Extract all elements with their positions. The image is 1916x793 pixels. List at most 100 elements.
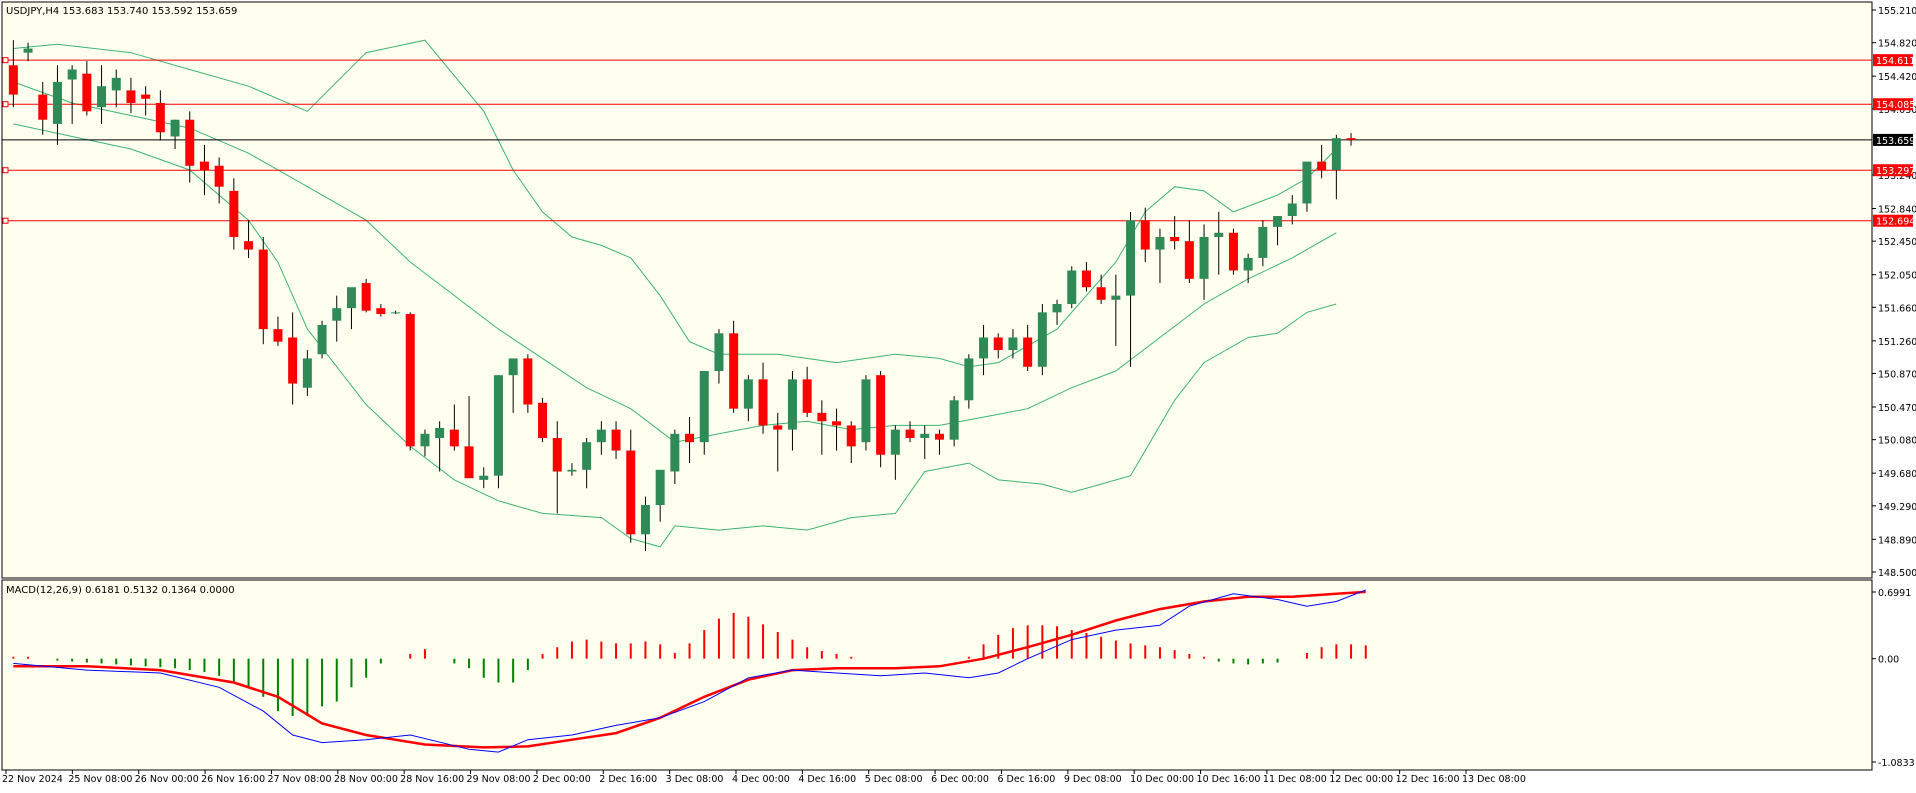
candle-body [1170, 236, 1180, 242]
candle [361, 278, 371, 313]
time-tick-label: 29 Nov 08:00 [467, 774, 531, 785]
candle-body [82, 73, 92, 112]
time-tick-label: 2 Dec 00:00 [533, 774, 591, 785]
candle-body [435, 427, 445, 438]
candle-body [655, 469, 665, 505]
price-tick-label: 150.470 [1878, 403, 1916, 414]
time-tick-label: 4 Dec 16:00 [798, 774, 856, 785]
candle-body [670, 433, 680, 472]
candle-body [185, 119, 195, 166]
candle [1302, 161, 1312, 212]
candle [611, 421, 621, 459]
time-tick-label: 25 Nov 08:00 [68, 774, 132, 785]
price-axis[interactable]: 155.210 154.820 154.420 154.030 153.240 152.8… [1872, 6, 1916, 579]
candle [979, 324, 989, 376]
price-tick-label: 148.890 [1878, 535, 1916, 546]
level-tag-bg [1873, 214, 1913, 227]
candle-body [199, 161, 209, 170]
candle-body [920, 433, 930, 438]
price-tick-label: 150.080 [1878, 436, 1916, 447]
candle-body [1023, 337, 1033, 367]
time-tick-label: 10 Dec 16:00 [1197, 774, 1261, 785]
time-tick-label: 6 Dec 16:00 [997, 774, 1055, 785]
candle [23, 42, 33, 62]
candle-body [1302, 161, 1312, 204]
candle-body [1317, 161, 1327, 170]
candle-body [244, 241, 254, 250]
candle-body [376, 308, 386, 315]
macd-tick-label: 0.00 [1878, 655, 1899, 666]
candle [993, 333, 1003, 359]
time-axis[interactable]: 22 Nov 2024 25 Nov 08:00 26 Nov 00:00 26 No… [2, 770, 1526, 785]
candle [729, 320, 739, 413]
candle [1037, 303, 1047, 376]
price-tick-label: 153.240 [1878, 171, 1916, 182]
candle [699, 370, 709, 455]
level-tag-label: 154.611 [1876, 56, 1915, 67]
candle [376, 303, 386, 317]
candle [199, 144, 209, 196]
candle-body [508, 358, 518, 376]
candle-body [1155, 236, 1165, 250]
candle [273, 316, 283, 346]
candle [1008, 329, 1018, 359]
candle-body [141, 94, 151, 99]
current-price-tag-label: 153.659 [1876, 136, 1915, 147]
candle [758, 362, 768, 434]
candle-body [743, 379, 753, 409]
macd-indicator [12, 589, 1367, 753]
candle-body [97, 86, 107, 108]
level-tag-bg [1873, 98, 1913, 111]
candle-body [1199, 236, 1209, 279]
candle [949, 396, 959, 447]
candle [1258, 220, 1268, 267]
macd-header: MACD(12,26,9) 0.6181 0.5132 0.1364 0.000… [6, 585, 235, 596]
time-tick-label: 13 Dec 08:00 [1462, 774, 1526, 785]
candle [435, 421, 445, 472]
candle [1111, 274, 1121, 346]
candle [1184, 220, 1194, 284]
candle [655, 469, 665, 522]
candle-body [1287, 203, 1297, 217]
candle-body [964, 358, 974, 401]
current-price-tag-bg [1873, 133, 1913, 146]
candle [640, 496, 650, 552]
horizontal-levels[interactable] [2, 57, 1872, 224]
candle-body [979, 337, 989, 359]
candle-body [464, 446, 474, 479]
candle [288, 312, 298, 405]
candle-body [773, 425, 783, 430]
candle [391, 310, 401, 315]
candle-body [876, 375, 886, 455]
candle-body [1331, 138, 1341, 170]
candle [111, 69, 121, 108]
candle [817, 400, 827, 455]
price-tick-label: 152.840 [1878, 205, 1916, 216]
candle-body [640, 504, 650, 535]
main-pane-bg [1, 1, 1873, 579]
candle-body [1081, 270, 1091, 288]
candle [493, 375, 503, 489]
candle [1126, 211, 1136, 367]
level-anchor [2, 101, 9, 108]
candle [596, 421, 606, 455]
candle [582, 437, 592, 489]
candle [420, 429, 430, 457]
level-tag-bg [1873, 164, 1913, 177]
candle-body [317, 324, 327, 355]
candle [302, 350, 312, 397]
candle [258, 236, 268, 345]
candle [82, 61, 92, 116]
candle [1243, 253, 1253, 284]
candle [685, 417, 695, 464]
candle-body [1140, 220, 1150, 250]
time-tick-label: 27 Nov 08:00 [267, 774, 331, 785]
candle [802, 366, 812, 418]
candle-body [817, 412, 827, 422]
candle-body [1111, 295, 1121, 300]
candle [920, 425, 930, 459]
candle [97, 65, 107, 124]
candle-body [1243, 257, 1253, 271]
candle-body [523, 358, 533, 405]
